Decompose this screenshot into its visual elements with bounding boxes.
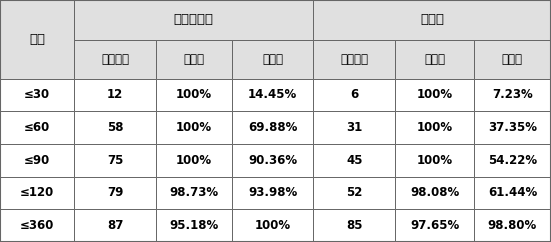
Text: ≤30: ≤30 [24,89,50,101]
Text: ≤120: ≤120 [20,187,54,199]
Text: 敏感性: 敏感性 [262,53,283,66]
Bar [231,40,314,79]
Bar [231,177,314,209]
Text: 100%: 100% [255,219,290,232]
Text: 75: 75 [107,154,123,167]
Text: 100%: 100% [417,89,453,101]
Text: 95.18%: 95.18% [169,219,219,232]
Bar [314,209,396,242]
Text: 检出时间: 检出时间 [341,53,369,66]
Bar [231,209,314,242]
Text: 52: 52 [346,187,363,199]
Text: 69.88%: 69.88% [248,121,297,134]
Bar [156,40,231,79]
Bar [474,144,551,177]
Text: 100%: 100% [176,89,212,101]
Bar [74,177,156,209]
Bar [0,177,74,209]
Bar [0,144,74,177]
Text: 54.22%: 54.22% [488,154,537,167]
Bar [314,111,396,144]
Bar [156,144,231,177]
Bar [474,209,551,242]
Bar [231,144,314,177]
Bar [231,111,314,144]
Text: 6: 6 [350,89,359,101]
Bar [314,0,551,40]
Text: 试管法: 试管法 [420,14,444,26]
Text: 特异性: 特异性 [183,53,204,66]
Text: 100%: 100% [176,154,212,167]
Text: 98.08%: 98.08% [410,187,459,199]
Bar [74,0,314,40]
Text: ≤90: ≤90 [24,154,50,167]
Bar [74,40,156,79]
Text: 100%: 100% [417,154,453,167]
Bar [314,144,396,177]
Bar [396,79,474,111]
Text: 31: 31 [347,121,363,134]
Text: 90.36%: 90.36% [248,154,297,167]
Bar [0,111,74,144]
Bar [396,144,474,177]
Bar [0,79,74,111]
Bar [474,79,551,111]
Bar [156,111,231,144]
Text: ≤60: ≤60 [24,121,50,134]
Bar [74,209,156,242]
Text: 检出时间: 检出时间 [101,53,129,66]
Bar [314,40,396,79]
Text: 93.98%: 93.98% [248,187,297,199]
Bar [474,111,551,144]
Text: 100%: 100% [417,121,453,134]
Text: 87: 87 [107,219,123,232]
Text: 61.44%: 61.44% [488,187,537,199]
Text: 12: 12 [107,89,123,101]
Bar [396,40,474,79]
Bar [474,40,551,79]
Bar [0,0,74,79]
Bar [314,177,396,209]
Bar [474,177,551,209]
Text: ≤360: ≤360 [20,219,55,232]
Bar [396,177,474,209]
Text: 时间: 时间 [29,33,45,46]
Text: 98.80%: 98.80% [488,219,537,232]
Text: 动态比浊法: 动态比浊法 [174,14,214,26]
Text: 79: 79 [107,187,123,199]
Text: 85: 85 [346,219,363,232]
Bar [156,79,231,111]
Bar [0,209,74,242]
Bar [314,79,396,111]
Text: 97.65%: 97.65% [410,219,459,232]
Text: 98.73%: 98.73% [169,187,218,199]
Text: 敏感性: 敏感性 [502,53,523,66]
Text: 7.23%: 7.23% [492,89,533,101]
Bar [156,209,231,242]
Text: 100%: 100% [176,121,212,134]
Bar [156,177,231,209]
Bar [396,111,474,144]
Text: 58: 58 [107,121,123,134]
Bar [74,111,156,144]
Text: 特异性: 特异性 [424,53,445,66]
Text: 14.45%: 14.45% [248,89,297,101]
Bar [74,144,156,177]
Text: 37.35%: 37.35% [488,121,537,134]
Text: 45: 45 [346,154,363,167]
Bar [74,79,156,111]
Bar [396,209,474,242]
Bar [231,79,314,111]
